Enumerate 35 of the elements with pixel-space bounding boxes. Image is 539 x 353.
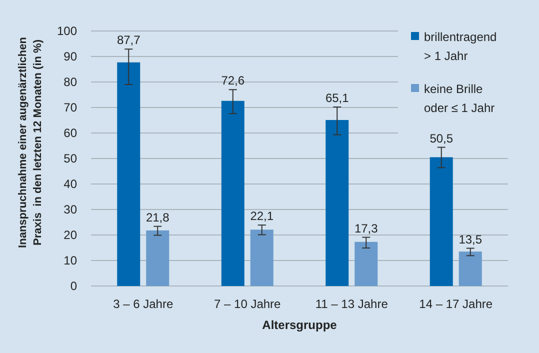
y-axis-title: Inanspruchnahme einer augenärztlichen Praxis in den letzten 12 Monaten (in %) — [17, 36, 44, 248]
bar — [326, 120, 349, 286]
data-label: 22,1 — [250, 209, 274, 224]
legend-label: keine Brille oder ≤ 1 Jahr — [424, 82, 495, 115]
bar — [430, 157, 453, 286]
bar — [250, 230, 274, 286]
y-tick-label: 70 — [64, 100, 78, 114]
x-tick-label: 7 – 10 Jahre — [214, 297, 282, 311]
y-tick-label: 90 — [64, 50, 78, 64]
y-tick-label: 30 — [64, 202, 78, 216]
bar — [117, 62, 140, 286]
bar — [458, 252, 482, 286]
x-tick-label: 11 – 13 Jahre — [315, 297, 388, 311]
legend-label: brillentragend > 1 Jahr — [424, 30, 497, 63]
y-tick-label: 0 — [70, 279, 78, 293]
bar — [221, 100, 244, 286]
data-label: 65,1 — [325, 90, 350, 105]
x-axis-title: Altersgruppe — [262, 318, 338, 332]
bar — [354, 242, 378, 286]
y-tick-label: 40 — [64, 177, 78, 191]
x-tick-label: 14 – 17 Jahre — [419, 297, 493, 311]
y-tick-label: 50 — [64, 152, 78, 166]
data-label: 21,8 — [146, 210, 170, 224]
y-tick-label: 100 — [56, 24, 78, 38]
data-label: 87,7 — [116, 33, 141, 48]
bar — [146, 230, 170, 286]
data-label: 17,3 — [354, 221, 378, 236]
x-tick-label: 3 – 6 Jahre — [113, 297, 174, 311]
data-label: 72,6 — [221, 74, 245, 88]
y-tick-label: 10 — [64, 254, 78, 268]
data-label: 50,5 — [430, 131, 454, 146]
data-label: 13,5 — [458, 232, 482, 246]
y-tick-label: 80 — [64, 75, 78, 89]
y-tick-label: 60 — [64, 126, 78, 140]
y-tick-label: 20 — [64, 228, 78, 242]
